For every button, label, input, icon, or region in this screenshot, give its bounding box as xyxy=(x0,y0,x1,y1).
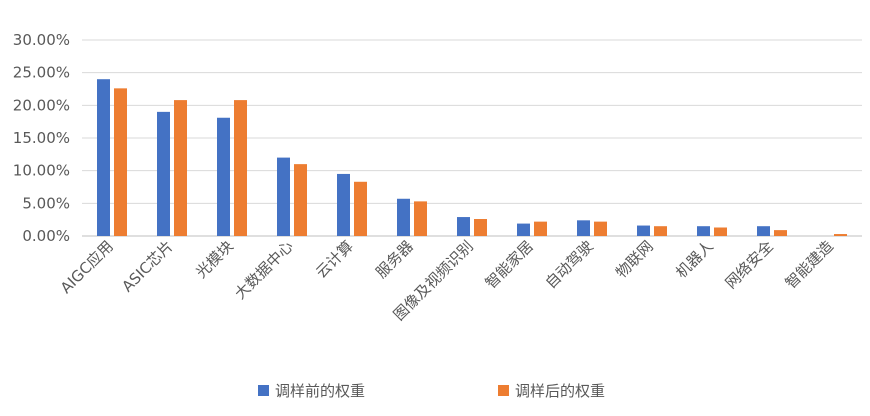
x-category-label: 智能家居 xyxy=(482,237,537,292)
x-category-label: 光模块 xyxy=(192,237,237,282)
bar-before xyxy=(217,117,230,236)
y-tick-label: 15.00% xyxy=(13,129,70,147)
bars xyxy=(97,79,847,237)
x-category-label: 云计算 xyxy=(312,237,357,282)
bar-before xyxy=(457,217,470,236)
bar-before xyxy=(577,220,590,236)
bar-after xyxy=(774,230,787,236)
bar-after xyxy=(534,221,547,236)
bar-after xyxy=(174,100,187,237)
x-category-label: 物联网 xyxy=(612,237,657,282)
bar-after xyxy=(654,226,667,236)
x-category-label: 服务器 xyxy=(372,237,417,282)
bar-before xyxy=(637,225,650,236)
legend-label: 调样后的权重 xyxy=(515,382,605,400)
bar-after xyxy=(294,164,307,236)
bar-before xyxy=(517,223,530,236)
legend-label: 调样前的权重 xyxy=(275,382,365,400)
bar-after xyxy=(234,100,247,237)
legend-swatch xyxy=(258,385,269,396)
bar-after xyxy=(414,201,427,236)
x-category-label: 网络安全 xyxy=(722,237,777,292)
y-tick-label: 10.00% xyxy=(13,162,70,180)
y-tick-label: 20.00% xyxy=(13,96,70,114)
bar-after xyxy=(594,221,607,236)
bar-before xyxy=(277,157,290,236)
bar-before xyxy=(337,173,350,236)
bar-after xyxy=(834,234,847,236)
y-tick-label: 25.00% xyxy=(13,64,70,82)
bar-before xyxy=(697,226,710,236)
x-category-label: 智能建造 xyxy=(782,237,837,292)
bar-before xyxy=(157,111,170,236)
y-tick-label: 5.00% xyxy=(22,194,70,212)
bar-before xyxy=(397,198,410,236)
bar-after xyxy=(474,219,487,236)
bar-before xyxy=(97,79,110,236)
legend-swatch xyxy=(498,385,509,396)
x-category-label: AIGC应用 xyxy=(57,237,117,297)
x-category-label: ASIC芯片 xyxy=(118,237,176,295)
y-tick-label: 30.00% xyxy=(13,31,70,49)
x-category-label: 大数据中心 xyxy=(231,237,297,303)
x-category-label: 机器人 xyxy=(672,237,717,282)
y-axis: 0.00% 5.00% 10.00% 15.00% 20.00% 25.00% 30.00% xyxy=(13,31,70,245)
y-tick-label: 0.00% xyxy=(22,227,70,245)
bar-after xyxy=(114,88,127,236)
x-category-label: 自动驾驶 xyxy=(542,237,597,292)
gridlines xyxy=(82,39,862,237)
bar-after xyxy=(354,181,367,236)
bar-before xyxy=(757,226,770,236)
bar-after xyxy=(714,227,727,236)
legend: 调样前的权重 调样后的权重 xyxy=(258,382,605,400)
